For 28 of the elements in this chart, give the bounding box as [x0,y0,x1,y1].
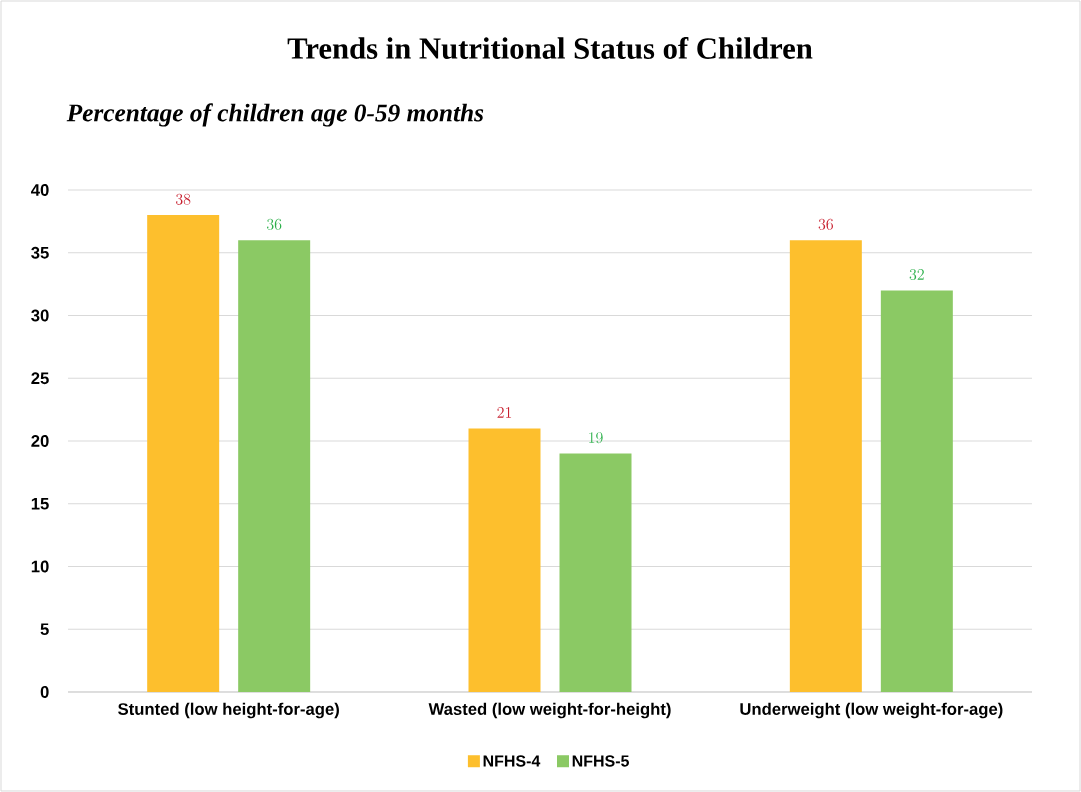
bar [559,453,632,692]
y-tick-label: 5 [40,623,49,636]
y-tick-label: 40 [31,184,49,196]
chart-title: Trends in Nutritional Status of Children [287,37,813,59]
bar [147,215,220,692]
y-tick-label: 0 [40,686,49,698]
data-label: 38 [175,193,191,205]
bar [468,428,541,692]
data-label: 36 [818,218,833,230]
bar [880,290,953,692]
x-tick-label: Wasted (low weight-for-height) [428,702,671,719]
bar [789,240,862,692]
y-tick-label: 30 [31,309,49,322]
y-tick-label: 10 [31,560,49,573]
data-label: 21 [497,407,512,418]
bar [238,240,311,692]
y-tick-label: 35 [31,246,49,259]
chart-subtitle: Percentage of children age 0-59 months [66,103,484,127]
data-label: 19 [589,432,603,444]
data-label: 32 [909,269,924,281]
x-tick-label: Underweight (low weight-for-age) [740,702,1003,719]
legend-label: NFHS-5 [572,755,629,767]
data-label: 36 [266,218,282,230]
y-tick-label: 25 [31,372,49,385]
y-tick-label: 15 [31,497,49,510]
y-tick-label: 20 [31,435,49,447]
x-tick-label: Stunted (low height-for-age) [118,702,339,719]
legend-label: NFHS-4 [483,755,541,767]
